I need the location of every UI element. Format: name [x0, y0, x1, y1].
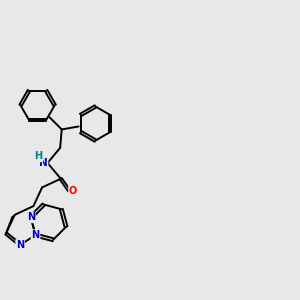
Text: N: N	[16, 240, 24, 250]
Text: O: O	[69, 186, 77, 196]
Text: H: H	[34, 152, 42, 161]
Text: N: N	[27, 212, 35, 222]
Text: N: N	[39, 158, 47, 168]
Text: N: N	[32, 230, 40, 240]
